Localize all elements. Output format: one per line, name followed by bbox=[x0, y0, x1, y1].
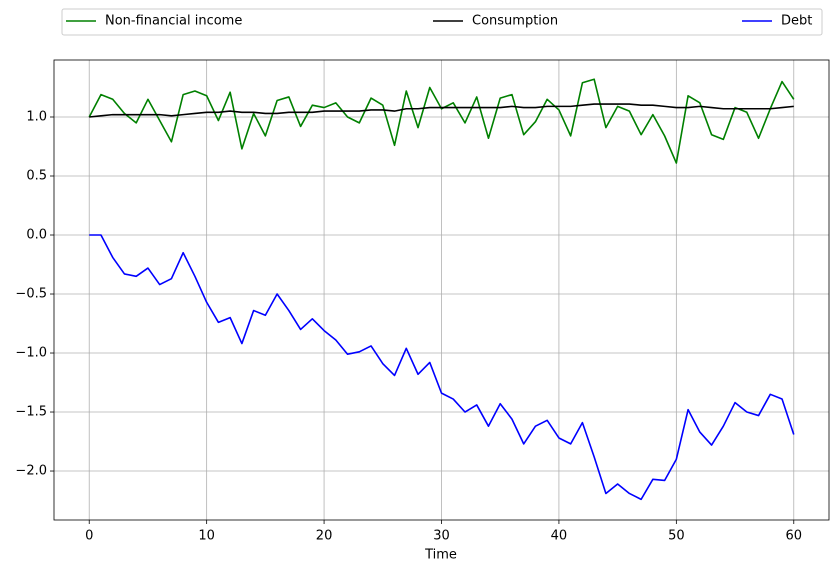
y-tick-label: 0.5 bbox=[26, 169, 47, 184]
x-tick-label: 50 bbox=[668, 529, 685, 544]
x-axis-label: Time bbox=[424, 548, 457, 563]
legend-label: Non-financial income bbox=[105, 14, 242, 29]
series-line bbox=[89, 234, 795, 501]
x-tick-label: 30 bbox=[433, 529, 450, 544]
legend-box bbox=[61, 8, 823, 36]
y-tick-label: 0.0 bbox=[26, 228, 47, 243]
y-tick-label: −0.5 bbox=[15, 287, 47, 302]
y-tick-label: −2.0 bbox=[15, 464, 47, 479]
legend-label: Debt bbox=[781, 14, 812, 29]
plot-frame bbox=[53, 59, 830, 521]
x-tick-label: 0 bbox=[85, 529, 93, 544]
y-tick-label: −1.0 bbox=[15, 346, 47, 361]
series-line bbox=[88, 78, 795, 164]
series-line bbox=[89, 103, 794, 118]
x-tick-label: 20 bbox=[316, 529, 333, 544]
x-tick-label: 60 bbox=[785, 529, 802, 544]
y-tick-label: 1.0 bbox=[26, 109, 47, 124]
x-tick-label: 10 bbox=[198, 529, 215, 544]
x-tick-label: 40 bbox=[551, 529, 568, 544]
legend-label: Consumption bbox=[472, 14, 558, 29]
y-tick-label: −1.5 bbox=[15, 405, 47, 420]
